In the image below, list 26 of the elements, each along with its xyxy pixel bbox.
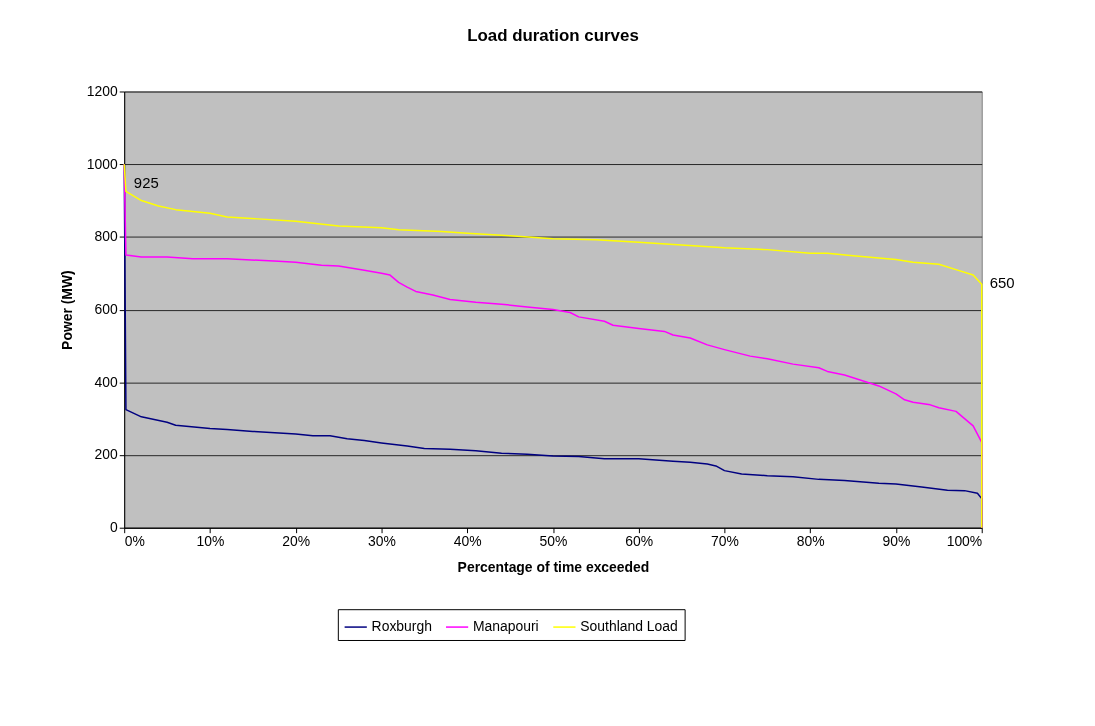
- x-tick-label: 50%: [539, 533, 568, 550]
- x-tick-label: 0%: [124, 533, 145, 550]
- y-tick-label: 1000: [86, 155, 119, 172]
- y-axis-title: Power (MW): [58, 270, 75, 350]
- x-tick-label: 100%: [946, 533, 983, 550]
- y-tick-label: 0: [110, 519, 119, 536]
- annotation: 650: [989, 275, 1015, 292]
- legend-label: Manapouri: [472, 618, 539, 635]
- x-tick-label: 20%: [282, 533, 311, 550]
- x-tick-label: 80%: [796, 533, 825, 550]
- x-tick-label: 40%: [453, 533, 482, 550]
- x-tick-label: 30%: [368, 533, 396, 550]
- y-tick-label: 400: [94, 373, 119, 390]
- x-tick-label: 60%: [625, 533, 654, 550]
- chart-title: Load duration curves: [467, 25, 639, 45]
- legend-label: Southland Load: [580, 618, 678, 635]
- y-tick-label: 800: [94, 228, 119, 245]
- y-tick-label: 1200: [86, 82, 119, 99]
- annotation: 925: [133, 175, 159, 192]
- x-tick-label: 70%: [711, 533, 739, 550]
- x-tick-label: 90%: [882, 533, 911, 550]
- x-tick-label: 10%: [196, 533, 225, 550]
- y-tick-label: 200: [94, 446, 119, 463]
- x-axis-title: Percentage of time exceeded: [457, 558, 650, 575]
- legend-label: Roxburgh: [371, 618, 432, 635]
- y-tick-label: 600: [94, 301, 119, 318]
